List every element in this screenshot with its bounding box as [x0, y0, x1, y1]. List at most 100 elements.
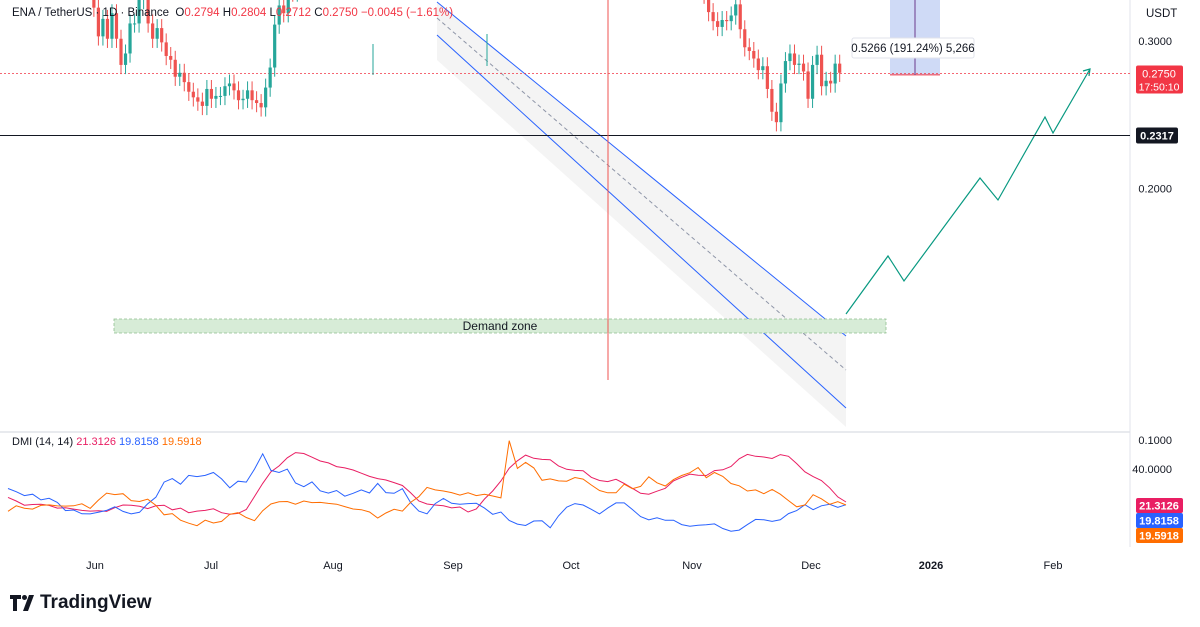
currency-label[interactable]: USDT	[1146, 8, 1178, 20]
time-tick: Oct	[562, 560, 579, 572]
candle-body	[209, 88, 213, 99]
candle-body	[196, 97, 200, 102]
candle-body	[752, 50, 756, 59]
candle-body	[114, 13, 119, 39]
candle-body	[223, 86, 227, 96]
dmi-minus-di-value: 19.5918	[161, 436, 202, 448]
chart-header: ENA / TetherUS · 1D · Binance O0.2794 H0…	[12, 7, 453, 19]
candle-body	[236, 90, 241, 101]
time-tick: Jun	[86, 560, 104, 572]
high-label: H	[222, 7, 232, 19]
time-tick: Nov	[682, 560, 702, 572]
dmi-value-label: 19.8158	[1139, 516, 1179, 528]
candle-body	[797, 63, 801, 65]
candle-body	[146, 0, 150, 24]
dmi-header: DMI (14, 14) 21.3126 19.8158 19.5918	[12, 436, 202, 448]
candle-body	[747, 47, 751, 51]
candle-body	[711, 12, 715, 22]
candle-body	[829, 80, 833, 84]
candle-body	[783, 61, 788, 84]
candle-body	[720, 20, 724, 27]
time-tick: Feb	[1044, 560, 1063, 572]
candle-body	[259, 103, 263, 108]
measure-label-box	[851, 37, 975, 59]
candle-body	[169, 55, 173, 60]
candle-body	[792, 53, 797, 65]
time-tick: 2026	[919, 560, 943, 572]
candle-body	[151, 23, 155, 39]
candle-body	[164, 42, 168, 56]
candle-body	[810, 64, 815, 99]
candle-body	[155, 28, 159, 39]
demand-zone-label: Demand zone	[463, 319, 538, 333]
candle-body	[110, 13, 114, 39]
candles-layer	[92, 0, 842, 380]
candle-body	[761, 66, 765, 71]
candle-body	[765, 66, 769, 89]
candle-body	[820, 54, 824, 87]
drawings-layer: Demand zone 0.5266 (191.24%) 5,266	[0, 0, 1131, 547]
time-tick: Jul	[204, 560, 218, 572]
time-tick: Sep	[443, 560, 463, 572]
close-label: C	[314, 7, 323, 19]
candle-body	[725, 20, 729, 22]
candle-body	[132, 23, 137, 25]
candle-body	[734, 4, 738, 16]
open-value: 0.2794	[184, 7, 220, 19]
candle-body	[205, 88, 209, 106]
candle-body	[838, 63, 842, 73]
tradingview-logo[interactable]: TradingView	[10, 592, 152, 614]
change-value: −0.0045 (−1.61%)	[360, 7, 454, 19]
time-tick: Dec	[801, 560, 821, 572]
candle-body	[729, 15, 733, 22]
high-value: 0.2804	[231, 7, 267, 19]
candle-body	[770, 88, 774, 112]
dmi-plus-di-value: 19.8158	[119, 436, 159, 448]
last-price-tag	[1136, 65, 1183, 94]
level-tag	[1136, 127, 1178, 144]
close-value: 0.2750	[322, 7, 358, 19]
candle-body	[160, 28, 164, 43]
candle-body	[101, 18, 105, 37]
level-value: 0.2317	[1140, 131, 1174, 143]
time-axis: Jun Jul Aug Sep Oct Nov Dec 2026 Feb	[86, 560, 1062, 572]
channel-lower-line	[436, 34, 847, 409]
candle-body	[806, 71, 810, 99]
candle-body	[286, 0, 290, 14]
candle-body	[227, 83, 232, 87]
price-tick: 0.1000	[1138, 435, 1172, 447]
candle-body	[707, 0, 711, 13]
candle-body	[128, 23, 132, 54]
time-tick: Aug	[323, 560, 343, 572]
low-label: L	[269, 7, 276, 19]
candle-body	[250, 90, 254, 101]
candle-body	[779, 83, 783, 123]
dmi-value-label: 21.3126	[1139, 501, 1179, 513]
dmi-name[interactable]: DMI (14, 14)	[12, 436, 74, 448]
candle-body	[187, 82, 191, 92]
candle-body	[96, 7, 100, 37]
candle-body	[743, 29, 747, 48]
symbol-title[interactable]: ENA / TetherUS · 1D · Binance	[12, 7, 170, 19]
measure-label: 0.5266 (191.24%) 5,266	[851, 43, 974, 55]
brand-name: TradingView	[40, 592, 152, 613]
dmi-value-tag	[1136, 513, 1183, 528]
candle-body	[716, 21, 720, 27]
candle-body	[123, 53, 128, 65]
candle-body	[191, 91, 195, 98]
candle-body	[277, 5, 281, 25]
dmi-value-label: 19.5918	[1139, 531, 1179, 543]
projection-path	[845, 68, 1091, 315]
candle-body	[824, 80, 828, 87]
candle-body	[178, 72, 182, 77]
candle-body	[218, 95, 223, 97]
channel-upper-line	[436, 1, 847, 337]
candle-body	[833, 63, 837, 84]
channel-mid-line	[436, 17, 847, 371]
candle-body	[815, 54, 819, 65]
candle-body	[137, 0, 141, 24]
candle-body	[232, 83, 236, 91]
candle-body	[105, 18, 110, 39]
last-price-countdown: 17:50:10	[1139, 82, 1180, 94]
